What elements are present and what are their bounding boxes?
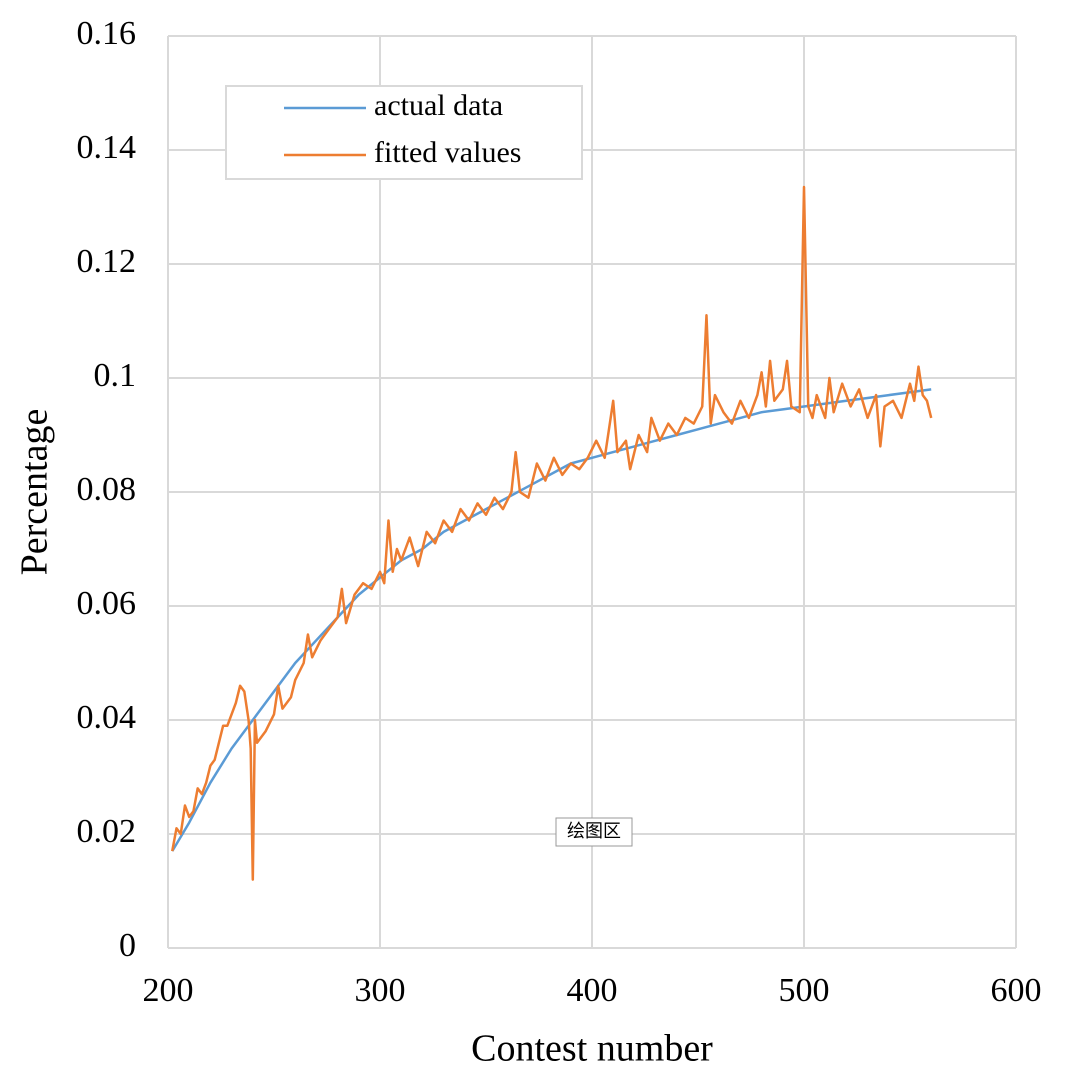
y-tick-label: 0.02	[77, 813, 137, 850]
legend-label: actual data	[374, 89, 503, 122]
data-line	[171, 185, 933, 881]
x-axis-title: Contest number	[471, 1028, 713, 1070]
x-tick-label: 200	[143, 972, 194, 1009]
y-tick-label: 0.1	[94, 357, 137, 394]
data-line	[171, 388, 932, 852]
x-tick-label: 400	[567, 972, 618, 1009]
y-tick-label: 0.06	[77, 585, 137, 622]
x-tick-label: 500	[779, 972, 830, 1009]
y-tick-label: 0.12	[77, 243, 137, 280]
y-tick-label: 0.16	[77, 15, 137, 52]
y-tick-label: 0	[119, 927, 136, 964]
y-tick-label: 0.04	[77, 699, 137, 736]
legend-label: fitted values	[374, 136, 521, 169]
y-tick-label: 0.08	[77, 471, 137, 508]
y-axis-title: Percentage	[14, 409, 56, 576]
annotation: 绘图区	[567, 821, 621, 842]
x-tick-label: 600	[991, 972, 1042, 1009]
x-tick-label: 300	[355, 972, 406, 1009]
legend-box	[225, 85, 583, 180]
annotation-box	[555, 817, 633, 847]
y-tick-label: 0.14	[77, 129, 137, 166]
